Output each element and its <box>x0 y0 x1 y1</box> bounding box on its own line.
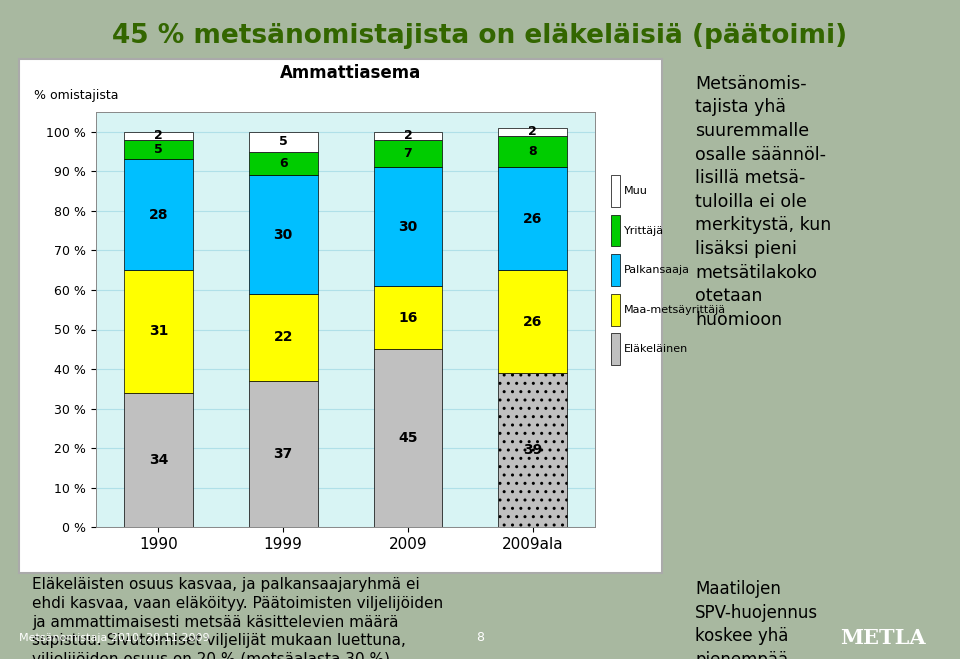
Text: Muu: Muu <box>624 186 648 196</box>
Bar <box>611 254 620 286</box>
Text: 45 % metsänomistajista on eläkeläisiä (päätoimi): 45 % metsänomistajista on eläkeläisiä (p… <box>112 23 848 49</box>
Text: 26: 26 <box>523 314 542 329</box>
Text: 5: 5 <box>278 135 288 148</box>
Text: 26: 26 <box>523 212 542 226</box>
Bar <box>373 286 443 349</box>
Text: Maatilojen
SPV-huojennus
koskee yhä
pienempää
joukkoa: Maatilojen SPV-huojennus koskee yhä pien… <box>695 580 819 659</box>
Bar <box>373 167 443 286</box>
Bar <box>249 132 318 152</box>
Text: 5: 5 <box>154 143 163 156</box>
Text: 8: 8 <box>529 145 537 158</box>
Bar <box>611 333 620 365</box>
Bar <box>249 294 318 381</box>
Bar <box>498 167 567 270</box>
Text: Eläkeläisten osuus kasvaa, ja palkansaajaryhmä ei
ehdi kasvaa, vaan eläköityy. P: Eläkeläisten osuus kasvaa, ja palkansaaj… <box>32 577 444 659</box>
Text: 2: 2 <box>528 125 538 138</box>
Bar <box>249 175 318 294</box>
Text: 30: 30 <box>274 227 293 242</box>
Bar <box>124 159 193 270</box>
Text: 22: 22 <box>274 330 293 345</box>
Bar <box>249 152 318 175</box>
Text: 2: 2 <box>154 129 163 142</box>
Text: Yrittäjä: Yrittäjä <box>624 225 664 236</box>
Bar <box>498 373 567 527</box>
Text: 7: 7 <box>403 147 413 160</box>
Bar <box>373 132 443 140</box>
Bar <box>498 136 567 167</box>
Text: 8: 8 <box>476 631 484 644</box>
Bar <box>124 270 193 393</box>
Text: 45: 45 <box>398 431 418 445</box>
Text: Metsänomistaja 2010, 20.11.2009: Metsänomistaja 2010, 20.11.2009 <box>19 633 210 643</box>
Bar <box>611 294 620 326</box>
Text: 39: 39 <box>523 443 542 457</box>
Bar <box>373 140 443 167</box>
Bar <box>124 393 193 527</box>
Bar <box>498 270 567 373</box>
Text: Palkansaaja: Palkansaaja <box>624 265 690 275</box>
Text: Eläkeläinen: Eläkeläinen <box>624 344 688 355</box>
Text: Metsänomis-
tajista yhä
suuremmalle
osalle säännöl-
lisillä metsä-
tuloilla ei o: Metsänomis- tajista yhä suuremmalle osal… <box>695 74 831 329</box>
Text: 34: 34 <box>149 453 168 467</box>
Bar <box>498 128 567 136</box>
Text: 31: 31 <box>149 324 168 339</box>
Text: 37: 37 <box>274 447 293 461</box>
Text: Ammattiasema: Ammattiasema <box>279 65 421 82</box>
Bar <box>124 140 193 159</box>
Text: Maa-metsäyrittäjä: Maa-metsäyrittäjä <box>624 304 726 315</box>
Bar <box>249 381 318 527</box>
Text: % omistajista: % omistajista <box>34 89 118 102</box>
Bar <box>611 215 620 246</box>
Bar <box>611 175 620 207</box>
Text: 2: 2 <box>403 129 413 142</box>
Text: 30: 30 <box>398 219 418 234</box>
Bar <box>124 132 193 140</box>
Text: 16: 16 <box>398 310 418 325</box>
Text: 28: 28 <box>149 208 168 222</box>
Text: METLA: METLA <box>840 627 926 648</box>
Text: 6: 6 <box>279 157 287 170</box>
Bar <box>373 349 443 527</box>
